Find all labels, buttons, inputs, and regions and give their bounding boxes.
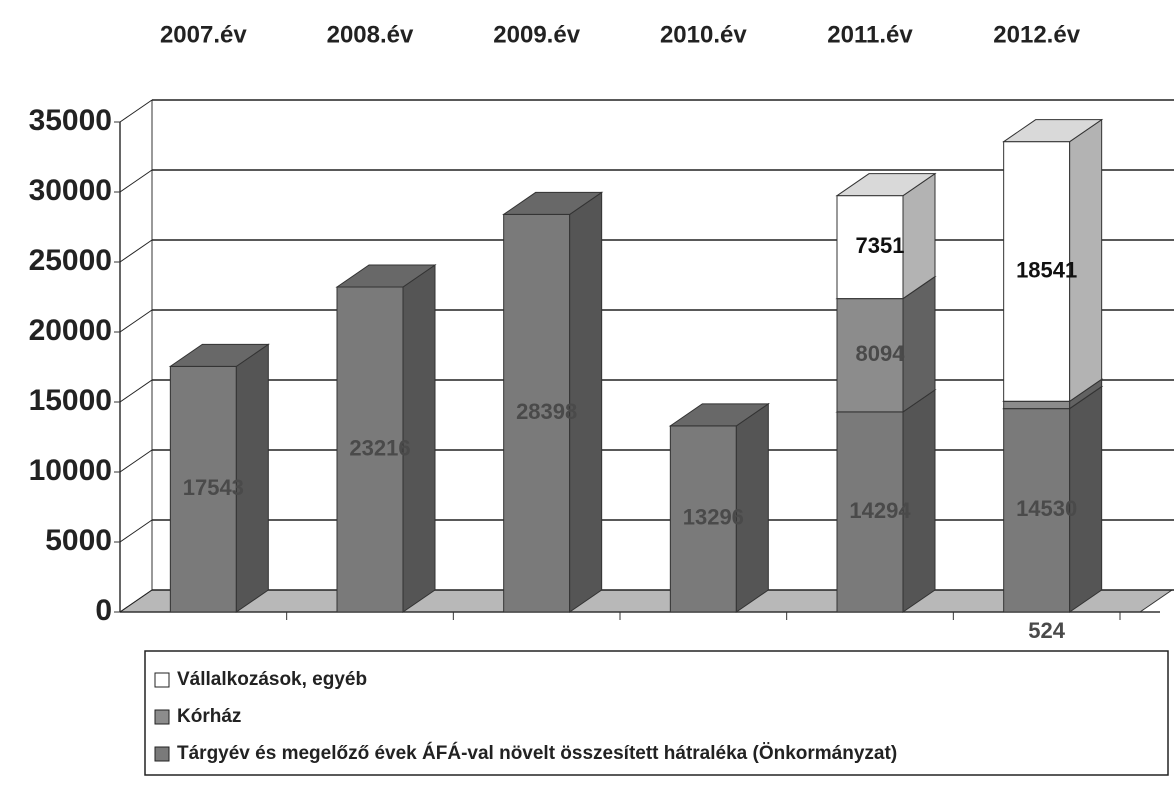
legend-label: Vállalkozások, egyéb xyxy=(177,669,367,690)
legend-label: Kórház xyxy=(177,706,241,727)
bar-segment xyxy=(836,195,904,300)
grid-diagonal xyxy=(119,379,153,403)
value-label: 17543 xyxy=(183,475,244,500)
y-tick-label: 15000 xyxy=(29,384,112,417)
x-category-label: 2011.év xyxy=(827,21,913,48)
bar-top xyxy=(168,343,270,367)
bar-top xyxy=(335,264,437,288)
value-label: 13296 xyxy=(683,505,744,530)
bar-top xyxy=(668,403,770,427)
value-label: 14294 xyxy=(849,498,911,523)
x-category-label: 2010.év xyxy=(660,21,747,48)
value-label: 524 xyxy=(1028,618,1065,643)
bar-segment xyxy=(169,365,237,613)
legend-swatch xyxy=(154,709,170,725)
bar-segment xyxy=(836,298,904,413)
y-tick-label: 5000 xyxy=(45,524,112,557)
legend-swatch xyxy=(154,746,170,762)
grid-diagonal xyxy=(119,589,153,613)
x-category-label: 2008.év xyxy=(327,21,414,48)
x-category-label: 2007.év xyxy=(160,21,247,48)
bar-segment xyxy=(503,213,571,613)
value-label: 23216 xyxy=(349,435,410,460)
value-label: 14530 xyxy=(1016,496,1077,521)
value-label: 8094 xyxy=(856,341,906,366)
bar-segment xyxy=(1003,400,1071,410)
grid-diagonal xyxy=(119,309,153,333)
grid-diagonal xyxy=(119,169,153,193)
bar-top xyxy=(835,173,937,197)
y-tick-label: 35000 xyxy=(29,104,112,137)
bar-side xyxy=(902,275,936,413)
value-label: 28398 xyxy=(516,399,577,424)
legend-box xyxy=(144,650,1169,776)
y-tick-label: 20000 xyxy=(29,314,112,347)
grid-diagonal xyxy=(119,449,153,473)
value-label: 7351 xyxy=(856,233,905,258)
grid-diagonal xyxy=(119,239,153,263)
x-category-label: 2012.év xyxy=(993,21,1080,48)
grid-diagonal xyxy=(119,519,153,543)
bar-segment xyxy=(669,425,737,613)
legend-swatch xyxy=(154,672,170,688)
bar-top xyxy=(502,191,604,215)
legend-label: Tárgyév és megelőző évek ÁFÁ-val növelt … xyxy=(177,742,897,764)
bar-top xyxy=(1002,119,1104,143)
grid-diagonal xyxy=(119,99,153,123)
bar-segment xyxy=(1003,408,1071,613)
bar-segment xyxy=(1003,141,1071,402)
y-tick-label: 30000 xyxy=(29,174,112,207)
value-label: 18541 xyxy=(1016,257,1077,282)
y-tick-label: 10000 xyxy=(29,454,112,487)
x-category-label: 2009.év xyxy=(493,21,580,48)
y-tick-label: 25000 xyxy=(29,244,112,277)
y-tick-label: 0 xyxy=(95,594,112,627)
